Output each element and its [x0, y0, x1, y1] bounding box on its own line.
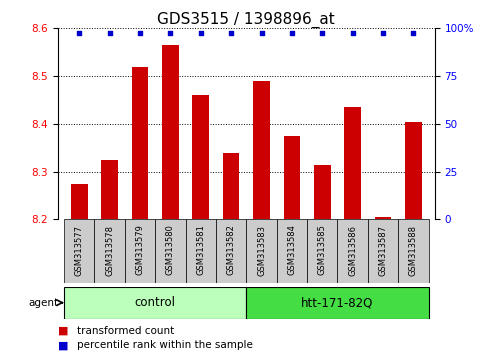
Text: control: control: [135, 296, 176, 309]
Bar: [155, 219, 185, 283]
Point: [227, 30, 235, 36]
Bar: [368, 219, 398, 283]
Text: ■: ■: [58, 340, 69, 350]
Bar: [344, 107, 361, 219]
Bar: [284, 136, 300, 219]
Text: GSM313587: GSM313587: [379, 224, 387, 275]
Bar: [277, 219, 307, 283]
Point: [257, 30, 265, 36]
Text: GSM313579: GSM313579: [136, 224, 144, 275]
Bar: [132, 67, 148, 219]
Point: [288, 30, 296, 36]
Bar: [94, 219, 125, 283]
Point: [379, 30, 387, 36]
Bar: [314, 165, 331, 219]
Text: GSM313588: GSM313588: [409, 224, 418, 275]
Point: [75, 30, 83, 36]
Text: GSM313582: GSM313582: [227, 224, 236, 275]
Text: agent: agent: [28, 298, 58, 308]
Point: [318, 30, 326, 36]
Bar: [405, 121, 422, 219]
Bar: [185, 219, 216, 283]
Bar: [216, 219, 246, 283]
Text: GSM313583: GSM313583: [257, 224, 266, 275]
Bar: [64, 287, 246, 319]
Text: GSM313581: GSM313581: [196, 224, 205, 275]
Point: [106, 30, 114, 36]
Point: [197, 30, 205, 36]
Bar: [398, 219, 428, 283]
Text: GSM313578: GSM313578: [105, 224, 114, 275]
Bar: [223, 153, 240, 219]
Bar: [71, 184, 87, 219]
Title: GDS3515 / 1398896_at: GDS3515 / 1398896_at: [157, 12, 335, 28]
Bar: [101, 160, 118, 219]
Text: GSM313584: GSM313584: [287, 224, 297, 275]
Point: [167, 30, 174, 36]
Bar: [162, 45, 179, 219]
Bar: [64, 219, 94, 283]
Point: [136, 30, 144, 36]
Bar: [125, 219, 155, 283]
Point: [410, 30, 417, 36]
Text: GSM313577: GSM313577: [75, 224, 84, 275]
Text: ■: ■: [58, 326, 69, 336]
Text: GSM313586: GSM313586: [348, 224, 357, 275]
Text: GSM313585: GSM313585: [318, 224, 327, 275]
Bar: [338, 219, 368, 283]
Text: htt-171-82Q: htt-171-82Q: [301, 296, 374, 309]
Text: percentile rank within the sample: percentile rank within the sample: [77, 340, 253, 350]
Point: [349, 30, 356, 36]
Text: transformed count: transformed count: [77, 326, 174, 336]
Bar: [246, 219, 277, 283]
Text: GSM313580: GSM313580: [166, 224, 175, 275]
Bar: [192, 95, 209, 219]
Bar: [307, 219, 338, 283]
Bar: [253, 81, 270, 219]
Bar: [375, 217, 391, 219]
Bar: [246, 287, 428, 319]
